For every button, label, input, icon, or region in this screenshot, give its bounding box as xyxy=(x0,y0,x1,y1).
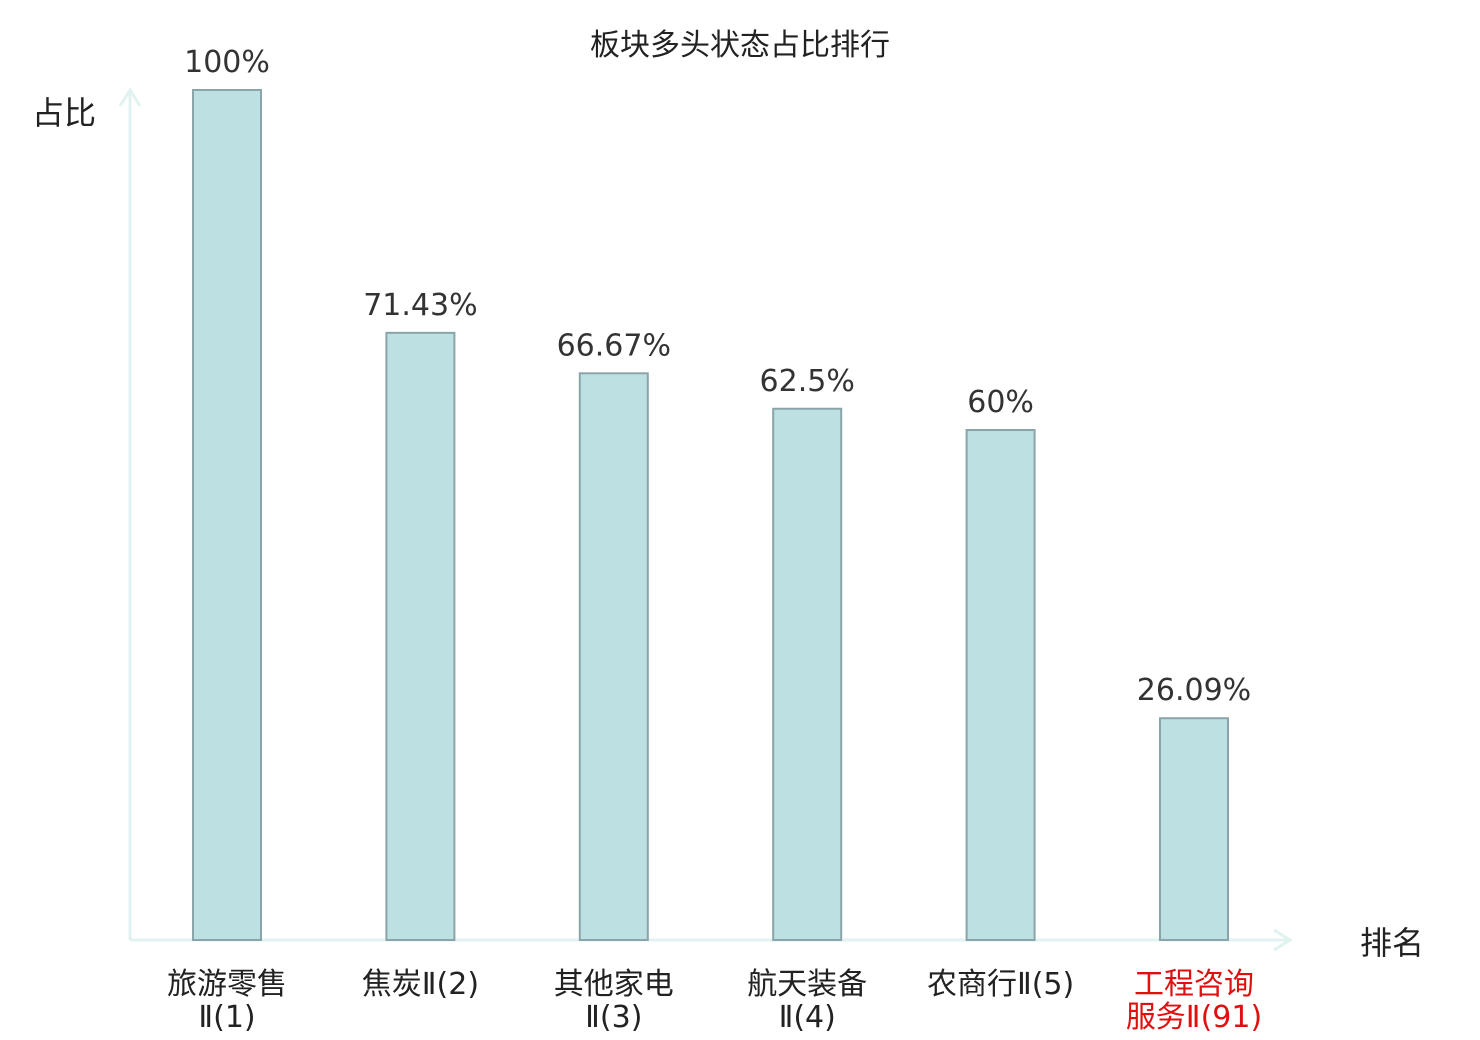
x-axis-arrow xyxy=(1273,928,1293,952)
bar xyxy=(772,407,843,941)
data-label: 60% xyxy=(967,385,1034,420)
y-axis-label: 占比 xyxy=(32,94,97,132)
x-tick-label: 旅游零售 xyxy=(167,967,287,1002)
data-label: 71.43% xyxy=(363,288,477,323)
data-label: 100% xyxy=(184,45,270,80)
bar xyxy=(192,89,262,941)
bar xyxy=(385,331,456,942)
bar xyxy=(965,429,1036,941)
x-tick-label: 航天装备 xyxy=(747,967,867,1002)
x-tick-label: 服务Ⅱ(91) xyxy=(1126,1000,1262,1035)
x-tick-label: Ⅱ(3) xyxy=(585,1000,642,1035)
x-tick-label: 农商行Ⅱ(5) xyxy=(927,967,1074,1002)
x-tick-label: Ⅱ(1) xyxy=(198,1000,255,1035)
x-tick-label: 工程咨询 xyxy=(1134,967,1254,1002)
chart-title: 板块多头状态占比排行 xyxy=(590,28,890,63)
y-axis-arrow xyxy=(118,87,142,107)
x-tick-label: 焦炭Ⅱ(2) xyxy=(362,967,479,1002)
bar xyxy=(578,372,649,941)
x-axis-label: 排名 xyxy=(1360,924,1425,962)
data-label: 26.09% xyxy=(1137,673,1251,708)
data-label: 62.5% xyxy=(760,364,855,399)
bar xyxy=(1159,717,1229,941)
x-tick-label: Ⅱ(4) xyxy=(779,1000,836,1035)
data-label: 66.67% xyxy=(557,328,671,363)
x-tick-label: 其他家电 xyxy=(554,967,674,1002)
